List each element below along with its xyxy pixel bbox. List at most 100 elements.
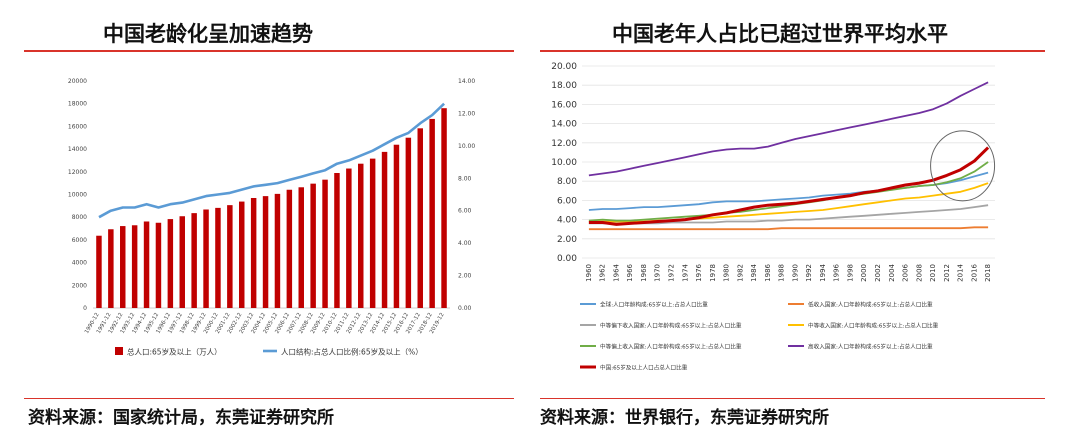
y-left-tick-label: 8000 — [72, 214, 87, 221]
bar-65plus-population — [286, 189, 293, 308]
legend-label: 中等偏下收入国家:人口年龄构成:65岁以上:占总人口比重 — [600, 322, 742, 330]
bar-65plus-population — [322, 179, 328, 308]
y-right-tick-label: 12.00 — [458, 110, 475, 117]
bar-65plus-population — [203, 209, 209, 308]
y-tick-label: 12.00 — [551, 139, 577, 149]
bar-65plus-population — [441, 108, 447, 308]
bar-65plus-population — [239, 201, 245, 308]
bar-65plus-population — [429, 118, 435, 308]
bar-65plus-population — [250, 197, 257, 308]
legend-label: 中等收入国家:人口年龄构成:65岁以上:占总人口比重 — [808, 322, 939, 330]
series-line — [588, 204, 989, 225]
y-right-tick-label: 6.00 — [458, 208, 472, 215]
left-source-rule — [24, 398, 514, 399]
y-left-tick-label: 10000 — [68, 192, 87, 199]
y-left-tick-label: 12000 — [68, 169, 87, 176]
bar-65plus-population — [274, 193, 281, 308]
x-tick-label: 1992 — [805, 264, 813, 282]
bar-65plus-population — [179, 216, 185, 308]
x-tick-label: 2018 — [984, 264, 992, 282]
bar-65plus-population — [143, 221, 150, 308]
line-65plus-share — [98, 102, 445, 219]
y-tick-label: 6.00 — [557, 196, 577, 206]
x-tick-label: 1996 — [833, 263, 841, 281]
y-tick-label: 16.00 — [551, 100, 577, 110]
x-tick-label: 1962 — [599, 264, 607, 282]
y-right-tick-label: 2.00 — [458, 273, 472, 280]
legend-label-line: 人口结构:占总人口比例:65岁及以上（%） — [281, 347, 423, 357]
x-tick-label: 1984 — [750, 263, 758, 281]
bar-65plus-population — [310, 183, 316, 308]
bar-65plus-population — [381, 151, 388, 308]
y-tick-label: 2.00 — [557, 235, 577, 245]
x-tick-label: 2008 — [915, 264, 923, 282]
bar-65plus-population — [120, 226, 126, 308]
left-chart: 0 2000 4000 6000 8000 10000 12000 14000 16000 180… — [68, 78, 475, 357]
bar-65plus-population — [358, 163, 364, 308]
x-tick-label: 1974 — [681, 263, 689, 281]
x-tick-label: 2010 — [929, 264, 937, 282]
x-tick-label: 2002 — [874, 264, 882, 282]
x-tick-label: 1970 — [654, 264, 662, 282]
y-tick-label: 14.00 — [551, 120, 577, 130]
bar-65plus-population — [262, 196, 269, 308]
x-tick-label: 1972 — [667, 264, 675, 282]
bar-65plus-population — [417, 128, 423, 308]
x-tick-label: 1998 — [846, 264, 854, 282]
y-left-tick-label: 16000 — [68, 123, 87, 130]
x-tick-label: 1966 — [626, 263, 634, 281]
highlight-circle — [930, 130, 996, 202]
x-tick-label: 2014 — [957, 263, 965, 281]
y-tick-label: 10.00 — [551, 158, 577, 168]
x-tick-label: 1986 — [764, 263, 772, 281]
x-tick-label: 1980 — [723, 264, 731, 282]
series-line — [588, 146, 990, 226]
bar-65plus-population — [108, 229, 114, 308]
bar-65plus-population — [405, 137, 412, 308]
y-left-tick-label: 14000 — [68, 146, 87, 153]
right-title-rule — [540, 50, 1045, 52]
left-title-rule — [24, 50, 514, 52]
y-left-tick-label: 2000 — [72, 282, 87, 289]
left-chart-title: 中国老龄化呈加速趋势 — [103, 22, 313, 46]
x-tick-label: 1964 — [612, 263, 620, 281]
legend-swatch-bar — [115, 347, 123, 355]
legend-label: 中国:65岁及以上人口占总人口比重 — [600, 364, 688, 372]
y-left-tick-label: 18000 — [68, 101, 87, 108]
x-tick-label: 1988 — [778, 264, 786, 282]
y-right-tick-label: 0.00 — [458, 305, 472, 312]
x-tick-label: 2000 — [860, 264, 868, 282]
legend-label: 低收入国家:人口年龄构成:65岁以上:占总人口比重 — [808, 301, 933, 309]
x-tick-label: 2012 — [943, 264, 951, 282]
y-tick-label: 20.00 — [551, 62, 577, 72]
y-tick-label: 8.00 — [557, 177, 577, 187]
bar-65plus-population — [167, 219, 174, 308]
bar-65plus-population — [155, 222, 162, 308]
y-tick-label: 0.00 — [557, 254, 577, 264]
right-source-note: 资料来源：世界银行，东莞证券研究所 — [540, 408, 829, 428]
right-chart-title: 中国老年人占比已超过世界平均水平 — [612, 22, 948, 46]
y-right-tick-label: 10.00 — [458, 143, 475, 150]
x-tick-label: 1994 — [819, 263, 827, 281]
x-tick-label: 1960 — [585, 264, 593, 282]
x-tick-label: 2006 — [902, 263, 910, 281]
x-tick-label: 1968 — [640, 264, 648, 282]
bar-65plus-population — [346, 168, 352, 308]
bar-65plus-population — [191, 213, 197, 308]
x-tick-label: 1990 — [791, 264, 799, 282]
legend-label: 中等偏上收入国家:人口年龄构成:65岁以上:占总人口比重 — [600, 343, 742, 351]
legend-label: 高收入国家:人口年龄构成:65岁以上:占总人口比重 — [808, 343, 933, 351]
y-right-tick-label: 4.00 — [458, 240, 472, 247]
right-chart: 0.00 2.00 4.00 6.00 8.00 10.00 12.00 14.00 16.00… — [551, 62, 996, 372]
y-left-tick-label: 20000 — [68, 78, 87, 85]
x-tick-label: 1976 — [695, 263, 703, 281]
x-tick-label: 1978 — [709, 264, 717, 282]
x-tick-label: 2004 — [888, 263, 896, 281]
y-right-tick-label: 14.00 — [458, 78, 475, 85]
y-tick-label: 4.00 — [557, 216, 577, 226]
y-tick-label: 18.00 — [551, 81, 577, 91]
y-left-tick-label: 6000 — [72, 237, 87, 244]
bar-65plus-population — [334, 173, 340, 308]
bar-65plus-population — [369, 158, 376, 308]
y-left-tick-label: 4000 — [72, 260, 87, 267]
